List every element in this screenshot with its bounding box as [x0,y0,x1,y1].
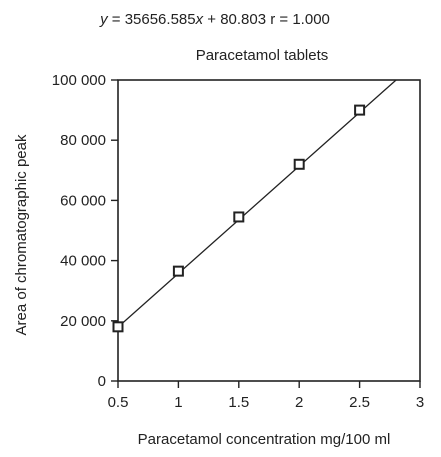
equation-y-variable: y [99,11,109,28]
data-points [112,104,366,333]
x-tick-label: 2 [295,394,303,411]
y-tick-label: 40 000 [60,253,106,270]
equation-slope: = 35656.585 [108,11,196,28]
data-point [172,265,184,277]
y-tick-label: 20 000 [60,313,106,330]
data-point [354,104,366,116]
y-axis-label: Area of chromatographic peak [13,134,30,335]
x-tick-label: 1 [174,394,182,411]
data-point [293,158,305,170]
fit-line [117,79,397,328]
x-tick-label: 2.5 [349,394,370,411]
y-tick-label: 60 000 [60,192,106,209]
x-tick-label: 0.5 [108,394,129,411]
x-tick-label: 1.5 [228,394,249,411]
equation-intercept-r: + 80.803 r = 1.000 [203,11,330,28]
data-point [112,321,124,333]
y-tick-label: 100 000 [52,72,106,89]
chart-title: Paracetamol tablets [196,47,329,64]
x-axis-label: Paracetamol concentration mg/100 ml [138,431,391,448]
y-axis: 0 20 000 40 000 60 000 80 000 100 000 [52,72,118,390]
plot-frame [117,79,421,382]
data-point [233,211,245,223]
y-tick-label: 80 000 [60,132,106,149]
x-tick-label: 3 [416,394,424,411]
y-tick-label: 0 [98,373,106,390]
equation-x-variable: x [195,11,204,28]
chart-equation: y = 35656.585x + 80.803 r = 1.000 [99,11,330,28]
x-axis: 0.5 1 1.5 2 2.5 3 [108,381,424,411]
